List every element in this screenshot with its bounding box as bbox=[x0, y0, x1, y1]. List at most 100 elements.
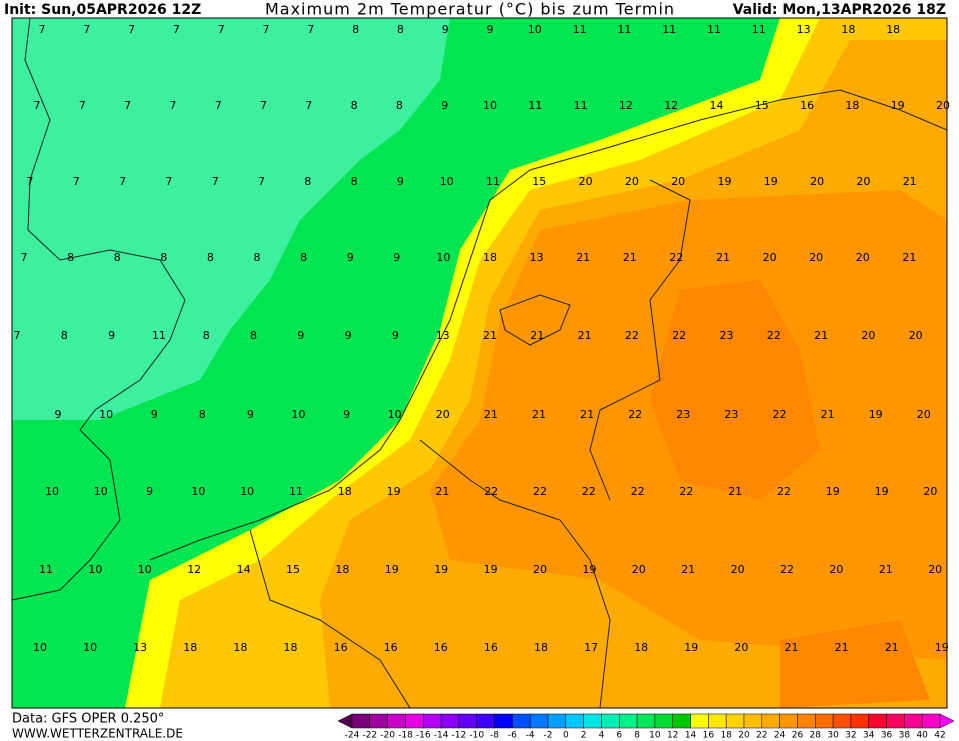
colorbar-box bbox=[601, 713, 620, 729]
grid-value: 7 bbox=[173, 23, 180, 36]
grid-value: 20 bbox=[856, 175, 870, 188]
grid-value: 22 bbox=[672, 329, 686, 342]
grid-value: 20 bbox=[632, 563, 646, 576]
grid-value: 7 bbox=[73, 175, 80, 188]
grid-values: 7 7 7 7 7 7 7 8 8 9 9 10 11 11 11 11 11 13 18 18 7 7 7 7 7 7 7 8 8 9 1… bbox=[14, 23, 951, 654]
lake bbox=[499, 294, 571, 346]
grid-value: 20 bbox=[917, 408, 931, 421]
grid-value: 8 bbox=[397, 23, 404, 36]
grid-value: 10 bbox=[240, 485, 254, 498]
grid-value: 15 bbox=[286, 563, 300, 576]
grid-value: 21 bbox=[716, 251, 730, 264]
grid-value: 21 bbox=[814, 329, 828, 342]
colorbar-label: -4 bbox=[526, 731, 535, 741]
grid-value: 20 bbox=[436, 408, 450, 421]
grid-value: 20 bbox=[861, 329, 875, 342]
grid-value: 19 bbox=[387, 485, 401, 498]
grid-value: 14 bbox=[710, 99, 724, 112]
grid-value: 17 bbox=[584, 641, 598, 654]
grid-value: 9 bbox=[345, 329, 352, 342]
grid-value: 18 bbox=[886, 23, 900, 36]
colorbar-box bbox=[708, 713, 727, 729]
grid-value: 9 bbox=[347, 251, 354, 264]
grid-value: 20 bbox=[734, 641, 748, 654]
grid-value: 11 bbox=[486, 175, 500, 188]
grid-value: 21 bbox=[484, 408, 498, 421]
colorbar-label: 28 bbox=[810, 731, 822, 741]
grid-value: 9 bbox=[441, 99, 448, 112]
colorbar-arrow-right bbox=[939, 713, 955, 729]
colorbar-label: -18 bbox=[398, 731, 413, 741]
grid-value: 21 bbox=[821, 408, 835, 421]
grid-value: 20 bbox=[579, 175, 593, 188]
grid-value: 9 bbox=[146, 485, 153, 498]
colorbar-label: 30 bbox=[827, 731, 839, 741]
grid-value: 18 bbox=[483, 251, 497, 264]
grid-value: 21 bbox=[785, 641, 799, 654]
colorbar-label: 0 bbox=[563, 731, 569, 741]
grid-value: 18 bbox=[183, 641, 197, 654]
colorbar-label: -14 bbox=[434, 731, 449, 741]
init-label: Init: Sun,05APR2026 12Z bbox=[4, 2, 201, 18]
grid-value: 22 bbox=[780, 563, 794, 576]
grid-value: 9 bbox=[487, 23, 494, 36]
grid-value: 22 bbox=[767, 329, 781, 342]
grid-value: 11 bbox=[752, 23, 766, 36]
grid-value: 19 bbox=[826, 485, 840, 498]
grid-value: 22 bbox=[777, 485, 791, 498]
colorbar-box bbox=[512, 713, 531, 729]
grid-value: 20 bbox=[829, 563, 843, 576]
grid-value: 16 bbox=[384, 641, 398, 654]
grid-value: 23 bbox=[676, 408, 690, 421]
colorbar-label: -12 bbox=[452, 731, 467, 741]
colorbar-label: -16 bbox=[416, 731, 431, 741]
grid-value: 19 bbox=[875, 485, 889, 498]
grid-value: 22 bbox=[533, 485, 547, 498]
grid-value: 7 bbox=[128, 23, 135, 36]
grid-value: 21 bbox=[835, 641, 849, 654]
grid-value: 10 bbox=[440, 175, 454, 188]
grid-value: 20 bbox=[533, 563, 547, 576]
grid-value: 16 bbox=[484, 641, 498, 654]
grid-value: 10 bbox=[45, 485, 59, 498]
grid-value: 10 bbox=[191, 485, 205, 498]
data-source: Data: GFS OPER 0.250° bbox=[12, 712, 164, 727]
grid-value: 10 bbox=[528, 23, 542, 36]
grid-value: 21 bbox=[576, 251, 590, 264]
colorbar-label: 10 bbox=[649, 731, 661, 741]
grid-value: 18 bbox=[634, 641, 648, 654]
grid-value: 7 bbox=[79, 99, 86, 112]
grid-value: 8 bbox=[61, 329, 68, 342]
colorbar-label: 14 bbox=[685, 731, 697, 741]
colorbar-box bbox=[405, 713, 424, 729]
grid-value: 13 bbox=[133, 641, 147, 654]
grid-value: 21 bbox=[681, 563, 695, 576]
zone-warm-core bbox=[650, 280, 820, 500]
colorbar-box bbox=[815, 713, 834, 729]
grid-value: 22 bbox=[582, 485, 596, 498]
grid-value: 11 bbox=[707, 23, 721, 36]
grid-value: 9 bbox=[55, 408, 62, 421]
colorbar-label: 32 bbox=[845, 731, 856, 741]
grid-value: 22 bbox=[631, 485, 645, 498]
colorbar-label: 6 bbox=[616, 731, 622, 741]
grid-value: 8 bbox=[300, 251, 307, 264]
grid-value: 8 bbox=[250, 329, 257, 342]
colorbar-label: 12 bbox=[667, 731, 678, 741]
colorbar-label: -2 bbox=[544, 731, 553, 741]
grid-value: 8 bbox=[351, 99, 358, 112]
grid-value: 8 bbox=[160, 251, 167, 264]
grid-value: 21 bbox=[879, 563, 893, 576]
colorbar-box bbox=[761, 713, 780, 729]
map-frame bbox=[11, 17, 948, 709]
grid-value: 18 bbox=[233, 641, 247, 654]
grid-value: 20 bbox=[936, 99, 950, 112]
grid-value: 9 bbox=[343, 408, 350, 421]
grid-value: 19 bbox=[718, 175, 732, 188]
border-2 bbox=[589, 179, 691, 501]
grid-value: 11 bbox=[528, 99, 542, 112]
grid-value: 9 bbox=[392, 329, 399, 342]
grid-value: 8 bbox=[352, 23, 359, 36]
colorbar-label: -8 bbox=[490, 731, 499, 741]
colorbar-box bbox=[832, 713, 852, 729]
